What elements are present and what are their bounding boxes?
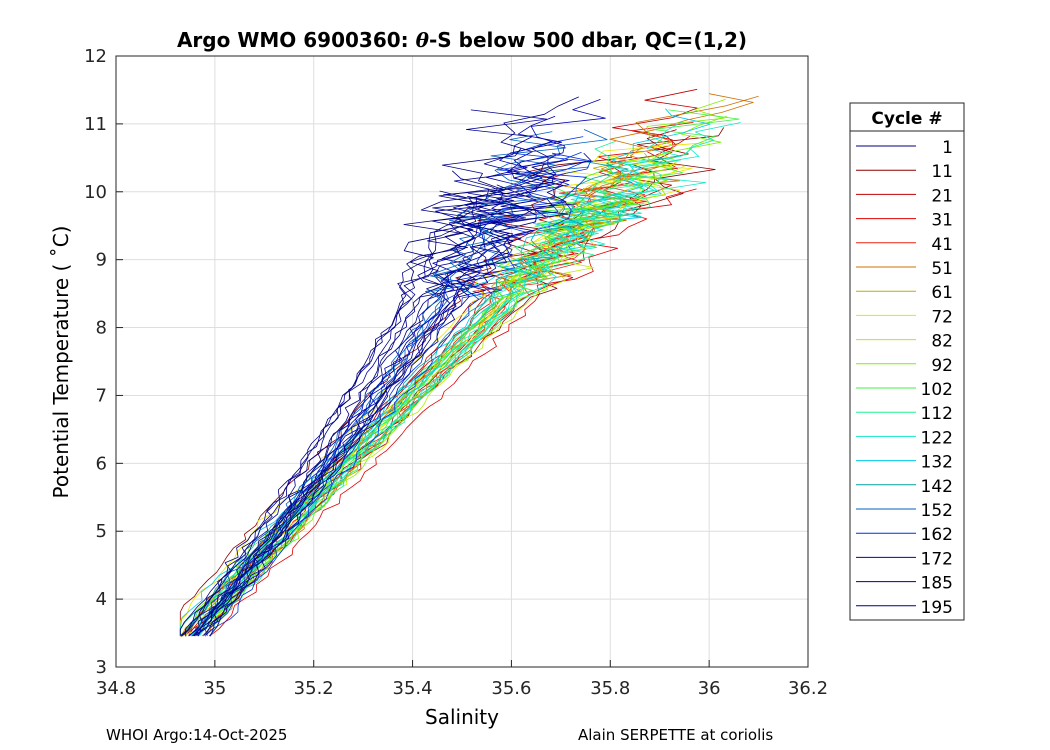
legend-label: 41 [931,235,953,255]
legend-label: 112 [921,404,953,424]
legend-label: 61 [931,283,953,303]
legend-label: 122 [921,428,953,448]
axes-box [115,55,809,668]
legend-label: 92 [931,356,953,376]
profile-line-cycle-162 [192,136,587,637]
y-tick-label: 4 [96,589,107,610]
y-tick-label: 3 [96,657,107,678]
x-tick-label: 36.2 [788,678,828,699]
profile-line-cycle-172 [209,99,606,637]
x-axis-label: Salinity [425,705,499,729]
legend-title: Cycle # [871,109,942,129]
profile-line-cycle-185 [181,109,548,637]
legend-label: 82 [931,332,953,352]
legend-items: 1112131415161728292102112122132142152162… [856,138,953,618]
y-tick-label: 11 [84,114,107,135]
y-tick-label: 12 [84,46,107,67]
axis-ticks: 34.8 35 35.2 35.4 35.6 35.8 36 36.2 3 4 5 6 7 8 9 10 11 1… [84,46,828,699]
legend-label: 1 [942,138,953,158]
legend-label: 31 [931,211,953,231]
profile-line-cycle-142 [179,161,629,636]
legend-label: 142 [921,477,953,497]
legend: Cycle # 11121314151617282921021121221321… [849,102,965,621]
profile-line-cycle-162 [209,152,592,637]
y-tick-label: 9 [96,250,107,271]
chart-title: Argo WMO 6900360: θ-S below 500 dbar, QC… [177,28,747,52]
profile-line-cycle-195 [189,147,522,636]
profile-line-cycle-195 [205,159,568,636]
profile-line-cycle-102 [181,109,740,637]
legend-label: 21 [931,186,953,206]
y-tick-label: 7 [96,385,107,406]
profile-line-cycle-152 [195,205,547,637]
footer-right: Alain SERPETTE at coriolis [578,726,774,744]
legend-label: 172 [921,549,953,569]
profile-line-cycle-185 [196,203,578,636]
profile-line-cycle-122 [180,170,662,636]
profile-line-cycle-92 [179,195,638,636]
profile-line-cycle-112 [185,190,628,637]
x-tick-label: 35.6 [491,678,531,699]
legend-label: 72 [931,307,953,327]
legend-label: 195 [921,598,953,618]
profile-line-cycle-11 [179,156,633,637]
x-tick-label: 36 [698,678,721,699]
legend-label: 11 [931,162,953,182]
x-tick-label: 35.2 [294,678,334,699]
y-tick-label: 10 [84,182,107,203]
legend-label: 132 [921,453,953,473]
legend-box [849,102,965,621]
x-tick-label: 35.8 [590,678,630,699]
legend-label: 102 [921,380,953,400]
legend-label: 162 [921,525,953,545]
y-tick-label: 5 [96,521,107,542]
profile-line-cycle-195 [180,170,505,636]
y-tick-label: 6 [96,453,107,474]
y-axis-label: Potential Temperature ( ˚C) [49,226,73,499]
profile-line-cycle-162 [205,151,587,637]
x-tick-label: 35 [203,678,226,699]
legend-label: 51 [931,259,953,279]
legend-label: 185 [921,574,953,594]
profile-line-cycle-195 [195,140,556,636]
x-tick-label: 34.8 [96,678,136,699]
footer-left: WHOI Argo:14-Oct-2025 [106,726,288,744]
profile-line-cycle-82 [198,201,634,636]
profile-lines [179,88,759,637]
profile-line-cycle-122 [189,147,693,636]
profile-line-cycle-31 [209,188,697,637]
x-tick-label: 35.4 [393,678,433,699]
profile-line-cycle-185 [203,184,569,636]
legend-label: 152 [921,501,953,521]
y-tick-label: 8 [96,318,107,339]
